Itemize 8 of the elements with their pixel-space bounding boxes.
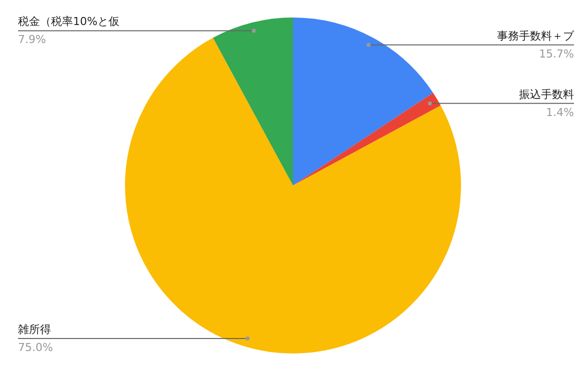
data-label: 1.4% [546, 106, 574, 119]
data-label: 15.7% [539, 47, 574, 60]
slice-label: 雑所得 [18, 322, 51, 336]
slice-label: 振込手数料 [519, 88, 574, 101]
data-label: 7.9% [18, 33, 46, 46]
slice-label: 事務手数料＋ブ [497, 29, 575, 42]
slice-label: 税金（税率10%と仮 [18, 15, 120, 28]
data-label: 75.0% [18, 340, 53, 354]
